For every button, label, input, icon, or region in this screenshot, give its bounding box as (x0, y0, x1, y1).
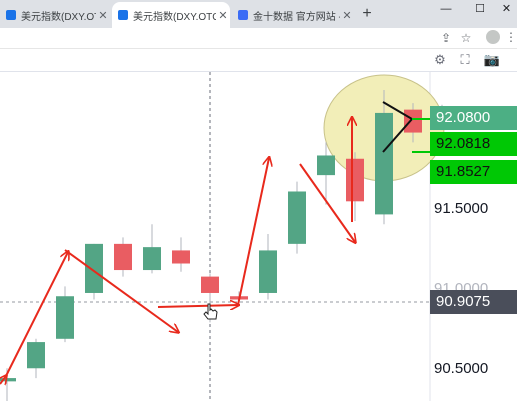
arrow-down-2 (299, 163, 355, 242)
snapshot-icon[interactable]: 📷 (483, 52, 501, 67)
candle-up[interactable] (259, 250, 277, 293)
candle-up[interactable] (56, 296, 74, 339)
site-favicon-icon (238, 10, 248, 20)
candle-up[interactable] (143, 247, 161, 271)
candle-down[interactable] (172, 250, 190, 264)
site-favicon-icon (6, 10, 16, 20)
candle-up[interactable] (288, 191, 306, 244)
tab-label: 美元指数(DXY.OTC)图表 (133, 11, 216, 23)
chart-toolbar: ⚙ ⛶ 📷 (0, 49, 517, 72)
settings-icon[interactable]: ⚙ (434, 52, 446, 67)
arrow-up-1 (0, 376, 6, 384)
high-level-label: 92.0818 (430, 132, 517, 156)
arrow-annotations (0, 118, 355, 384)
chart-area[interactable]: 91.5000 91.0000 90.5000 92.0800 92.0818 … (0, 72, 517, 406)
tab-close-icon[interactable]: ✕ (342, 9, 352, 22)
arrow-right-1 (157, 305, 238, 307)
tab-label: 金十数据 官方网站 - 一 (253, 11, 340, 23)
new-tab-button[interactable]: + (362, 5, 372, 22)
fullscreen-icon[interactable]: ⛶ (460, 52, 470, 67)
candle-up[interactable] (317, 155, 335, 176)
candle-down[interactable] (201, 276, 219, 293)
window-close-button[interactable]: ✕ (501, 3, 512, 15)
maximize-button[interactable]: ☐ (475, 3, 485, 15)
candle-up[interactable] (27, 342, 45, 369)
candle-down[interactable] (114, 243, 132, 271)
site-favicon-icon (118, 10, 128, 20)
minimize-button[interactable]: — (440, 3, 452, 15)
price-axis-label: 91.5000 (434, 200, 489, 217)
browser-menu-icon[interactable]: ⋮ (505, 30, 517, 44)
tab-jin10[interactable]: 金十数据 官方网站 - 一 ✕ (232, 2, 354, 28)
price-axis-label: 90.5000 (434, 360, 489, 377)
hand-cursor-icon (203, 303, 218, 320)
browser-tab-bar: 美元指数(DXY.OTC) - 实 ✕ 美元指数(DXY.OTC)图表 ✕ 金十… (0, 0, 517, 28)
tab-dxy-chart[interactable]: 美元指数(DXY.OTC)图表 ✕ (112, 2, 230, 28)
share-icon[interactable]: ⇪ (440, 31, 452, 45)
low-level-label: 91.8527 (430, 160, 517, 184)
arrow-down-1 (64, 249, 178, 332)
arrow-up-2 (5, 252, 68, 377)
current-price-label: 92.0800 (430, 106, 517, 130)
crosshair-price-label: 90.9075 (430, 290, 517, 314)
candle-down[interactable] (404, 109, 422, 133)
arrow-up-3 (237, 158, 269, 306)
candlestick-chart[interactable] (0, 72, 517, 406)
bookmark-star-icon[interactable]: ☆ (460, 31, 472, 45)
tab-close-icon[interactable]: ✕ (218, 9, 228, 22)
browser-toolbar: ⇪ ☆ ⋮ (0, 28, 517, 49)
candle-up[interactable] (85, 243, 103, 293)
tab-label: 美元指数(DXY.OTC) - 实 (21, 11, 96, 23)
tab-close-icon[interactable]: ✕ (98, 9, 108, 22)
profile-avatar[interactable] (486, 30, 500, 44)
candle-down[interactable] (346, 158, 364, 202)
candle-up[interactable] (375, 112, 393, 215)
candles-group (0, 90, 451, 406)
tab-dxy-quote[interactable]: 美元指数(DXY.OTC) - 实 ✕ (0, 2, 110, 28)
